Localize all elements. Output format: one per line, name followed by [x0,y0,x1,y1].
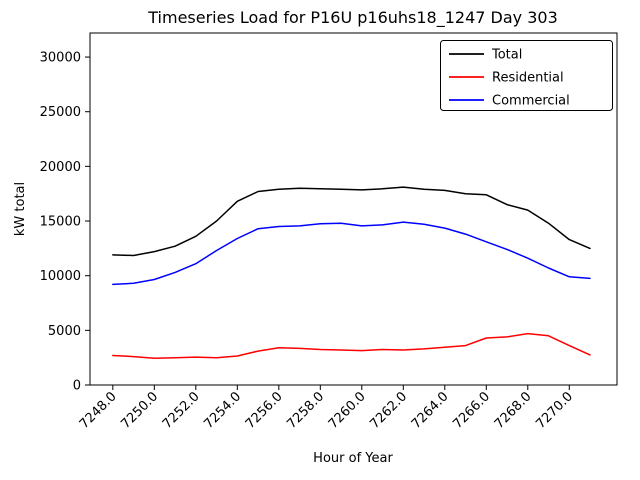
x-tick-label: 7252.0 [160,389,203,432]
y-tick-label: 5000 [48,324,81,339]
x-tick-label: 7256.0 [243,389,286,432]
x-tick-label: 7262.0 [367,389,410,432]
x-tick-label: 7270.0 [533,389,576,432]
y-tick-label: 15000 [40,215,81,230]
legend-entry-residential: Residential [449,71,564,86]
legend-entry-commercial: Commercial [449,94,570,109]
y-tick-label: 0 [73,379,81,394]
plot-border [89,32,618,386]
x-tick-label: 7268.0 [492,389,535,432]
legend-entry-total: Total [449,48,522,63]
legend-label-residential: Residential [492,71,564,86]
x-tick-label: 7254.0 [201,389,244,432]
x-tick-label: 7260.0 [326,389,369,432]
x-tick-label: 7248.0 [77,389,120,432]
legend-label-commercial: Commercial [492,94,570,109]
x-axis-label: Hour of Year [313,451,393,466]
series-line-commercial [112,221,591,286]
y-tick-label: 10000 [40,269,81,284]
y-tick-label: 25000 [40,105,81,120]
x-tick-label: 7266.0 [450,389,493,432]
legend-box [440,40,613,111]
series-line-residential [112,332,591,359]
x-tick-label: 7258.0 [284,389,327,432]
y-axis-label: kW total [13,182,28,236]
chart-title: Timeseries Load for P16U p16uhs18_1247 D… [147,8,558,28]
x-tick-label: 7264.0 [409,389,452,432]
series-line-total [112,186,591,257]
x-tick-label: 7250.0 [118,389,161,432]
y-tick-label: 20000 [40,160,81,175]
legend: Total Residential Commercial [440,40,613,111]
y-tick-label: 30000 [40,51,81,66]
series-layer [112,186,591,359]
legend-label-total: Total [491,48,522,63]
